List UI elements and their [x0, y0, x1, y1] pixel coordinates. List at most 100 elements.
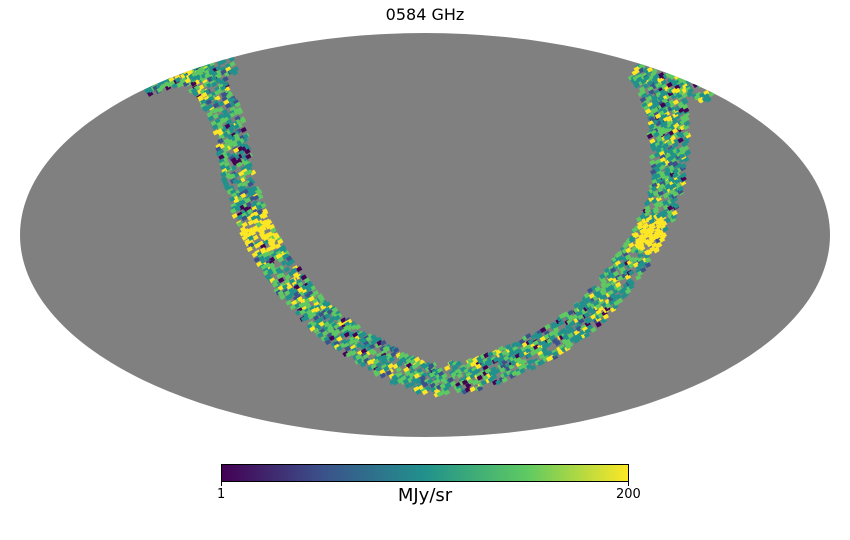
map-pixel	[215, 146, 222, 153]
map-pixel	[680, 162, 687, 169]
map-pixel	[637, 252, 644, 259]
map-pixel	[654, 227, 661, 234]
map-pixel	[385, 369, 392, 376]
map-pixel	[222, 146, 230, 153]
map-pixel	[218, 134, 225, 140]
map-title: 0584 GHz	[385, 5, 465, 24]
map-pixel	[636, 256, 643, 263]
map-pixel	[467, 378, 474, 385]
map-pixel	[671, 87, 678, 94]
map-pixel	[651, 178, 658, 185]
map-pixel	[295, 273, 302, 280]
map-pixel	[465, 371, 472, 378]
map-pixel	[163, 71, 170, 78]
map-pixel	[490, 366, 497, 373]
map-pixel	[370, 363, 377, 370]
map-pixel	[658, 78, 666, 85]
map-pixel	[551, 337, 559, 344]
map-pixel	[666, 127, 673, 134]
map-pixel	[536, 332, 543, 339]
map-pixel	[396, 371, 403, 378]
map-pixel	[336, 336, 343, 342]
map-pixel	[594, 286, 601, 293]
map-pixel	[270, 227, 277, 234]
map-pixel	[672, 99, 680, 106]
map-pixel	[262, 235, 269, 242]
map-pixel	[239, 230, 246, 237]
map-pixel	[617, 255, 624, 262]
map-pixel	[647, 86, 654, 93]
map-pixel	[222, 76, 229, 82]
map-pixel	[546, 349, 553, 356]
map-pixel	[439, 382, 446, 389]
map-pixel	[671, 196, 678, 203]
map-pixel	[291, 299, 298, 306]
map-pixel	[350, 349, 357, 356]
map-pixel	[511, 370, 518, 377]
map-pixel	[574, 336, 581, 343]
map-pixel	[636, 221, 644, 227]
map-pixel	[238, 170, 245, 177]
map-pixel	[232, 178, 239, 185]
map-pixel	[234, 135, 241, 142]
map-pixel	[660, 232, 668, 239]
map-pixel	[284, 290, 291, 296]
map-pixel	[650, 219, 657, 226]
map-pixel	[225, 66, 232, 73]
map-pixel	[215, 73, 223, 80]
map-pixel	[575, 325, 583, 332]
map-pixel	[643, 238, 651, 245]
map-pixel	[683, 111, 690, 118]
map-pixel	[391, 374, 398, 381]
map-pixel	[252, 234, 259, 241]
map-pixel	[429, 382, 437, 389]
map-pixel	[279, 244, 287, 251]
map-pixel	[368, 348, 375, 355]
map-pixel	[331, 321, 338, 328]
map-pixel	[286, 255, 293, 262]
map-pixel	[519, 367, 526, 374]
map-pixel	[655, 82, 662, 89]
map-pixel	[450, 371, 457, 378]
map-pixel	[344, 321, 351, 328]
map-pixel	[388, 373, 395, 379]
map-pixel	[250, 215, 258, 222]
map-pixel	[648, 116, 656, 123]
map-pixel	[269, 277, 276, 284]
map-pixel	[333, 334, 341, 341]
map-pixel	[282, 284, 289, 290]
map-pixel	[229, 106, 236, 113]
map-pixel	[305, 285, 312, 292]
map-pixel	[208, 65, 216, 71]
map-pixel	[211, 124, 219, 131]
map-pixel	[240, 165, 247, 172]
map-pixel	[477, 358, 484, 365]
map-pixel	[277, 238, 284, 245]
map-pixel	[659, 154, 666, 160]
map-pixel	[645, 249, 653, 256]
map-pixel	[234, 115, 241, 122]
map-pixel	[658, 171, 666, 178]
map-pixel	[199, 98, 207, 105]
map-pixel	[192, 90, 199, 97]
map-pixel	[641, 92, 648, 99]
map-pixel	[439, 389, 446, 396]
map-pixel	[514, 341, 521, 348]
map-pixel	[659, 121, 667, 128]
map-pixel	[147, 78, 154, 85]
map-pixel	[286, 284, 293, 291]
map-pixel	[542, 355, 549, 362]
map-pixel	[617, 262, 625, 269]
map-pixel	[482, 357, 489, 364]
map-pixel	[201, 77, 208, 84]
map-pixel	[206, 111, 213, 118]
map-pixel	[222, 142, 230, 149]
map-pixel	[685, 132, 692, 139]
map-pixel	[448, 360, 455, 367]
map-pixel	[261, 219, 268, 226]
map-pixel	[638, 67, 645, 74]
map-pixel	[616, 250, 623, 257]
map-pixel	[204, 72, 211, 79]
map-pixel	[657, 190, 664, 197]
map-pixel	[529, 364, 537, 371]
